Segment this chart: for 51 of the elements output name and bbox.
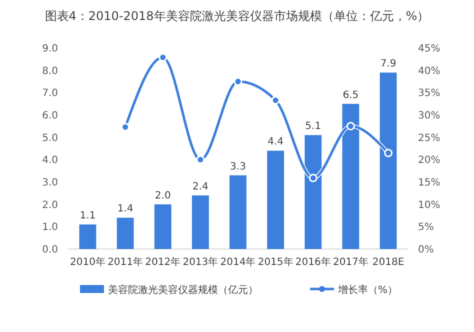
bar xyxy=(192,195,209,249)
y2-tick-label: 45% xyxy=(418,44,440,54)
legend-label: 美容院激光美容仪器规模（亿元） xyxy=(108,284,258,296)
y2-tick-label: 10% xyxy=(418,200,440,211)
y2-tick-label: 25% xyxy=(418,132,440,144)
x-tick-label: 2012年 xyxy=(145,256,181,268)
x-tick-label: 2010年 xyxy=(70,256,106,268)
chart-title: 图表4：2010-2018年美容院激光美容仪器市场规模（单位：亿元，%） xyxy=(44,9,430,23)
legend-label: 增长率（%） xyxy=(337,284,398,296)
y-tick-label: 6.0 xyxy=(42,110,58,122)
y2-tick-label: 15% xyxy=(418,178,440,188)
data-label: 3.3 xyxy=(230,161,246,172)
x-tick-label: 2017年 xyxy=(332,256,368,268)
data-label: 4.4 xyxy=(268,136,284,148)
y2-tick-label: 30% xyxy=(418,110,440,122)
bar xyxy=(116,218,134,249)
data-label: 2.0 xyxy=(154,190,171,202)
x-tick-label: 2011年 xyxy=(108,256,144,268)
x-tick-label: 2015年 xyxy=(258,256,294,268)
y-tick-label: 2.0 xyxy=(42,200,58,211)
point xyxy=(346,122,355,130)
x-tick-label: 2018E xyxy=(372,257,404,268)
data-label: 1.1 xyxy=(80,210,96,222)
point xyxy=(271,96,280,105)
y-tick-label: 4.0 xyxy=(42,155,58,166)
bar xyxy=(230,175,246,249)
bar xyxy=(267,150,284,249)
data-label: 2.4 xyxy=(192,181,208,192)
y-tick-label: 0.0 xyxy=(42,244,58,256)
y2-tick-label: 40% xyxy=(418,66,440,77)
bar xyxy=(154,204,172,249)
y2-tick-label: 5% xyxy=(418,222,434,234)
y2-tick-label: 0% xyxy=(418,244,434,256)
y-tick-label: 1.0 xyxy=(42,222,58,234)
data-label: 5.1 xyxy=(305,121,322,132)
bar xyxy=(79,224,96,249)
y2-tick-label: 20% xyxy=(418,155,440,166)
data-label: 7.9 xyxy=(380,58,396,70)
y-tick-label: 5.0 xyxy=(42,132,58,144)
y-tick-label: 7.0 xyxy=(42,88,58,100)
data-label: 1.4 xyxy=(117,204,134,215)
point xyxy=(308,174,318,182)
x-tick-label: 2013年 xyxy=(182,256,218,268)
point xyxy=(384,148,393,158)
y-tick-label: 8.0 xyxy=(42,66,58,77)
y-tick-label: 9.0 xyxy=(42,44,58,54)
x-tick-label: 2016年 xyxy=(295,256,331,268)
y-tick-label: 3.0 xyxy=(42,178,58,188)
y2-tick-label: 35% xyxy=(418,88,440,100)
x-tick-label: 2014年 xyxy=(220,256,256,268)
data-label: 6.5 xyxy=(342,90,359,101)
